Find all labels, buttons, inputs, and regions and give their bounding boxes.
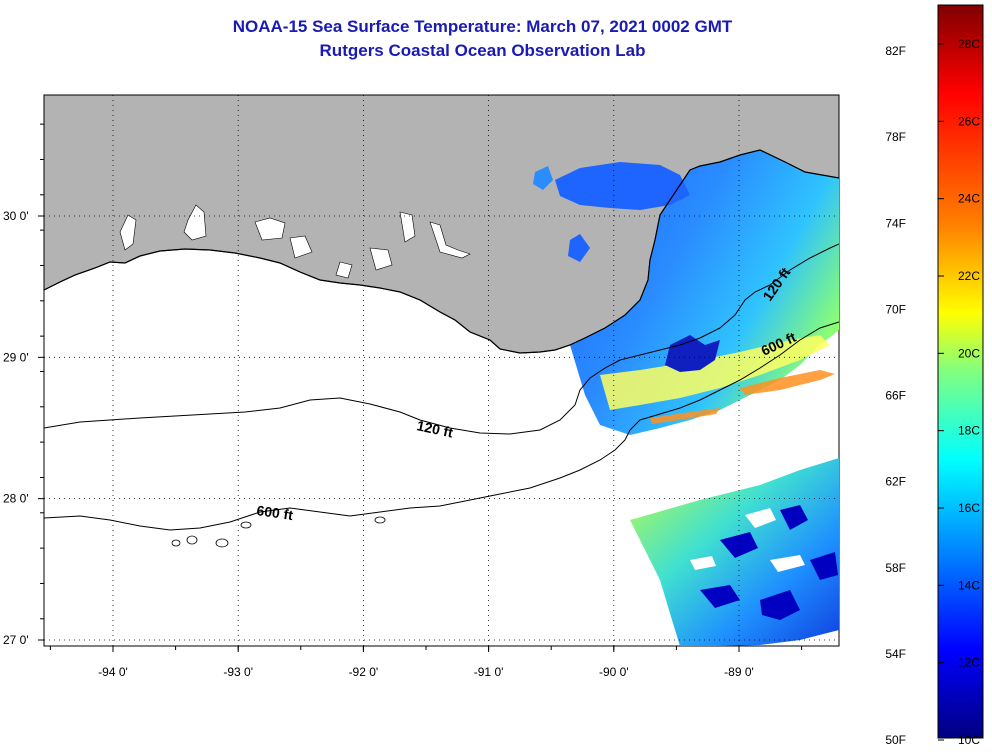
colorbar-f-label: 62F [885, 475, 906, 489]
lat-tick-label: 30 0' [3, 209, 29, 223]
colorbar-f-label: 50F [885, 733, 906, 747]
colorbar-c-label: 28C [958, 37, 980, 51]
colorbar [937, 4, 984, 739]
contour-label-120ft-west: 120 ft [415, 417, 454, 440]
lon-tick-label: -91 0' [474, 665, 504, 679]
colorbar-c-label: 20C [958, 346, 980, 360]
lat-tick-label: 28 0' [3, 492, 29, 506]
colorbar-f-label: 78F [885, 130, 906, 144]
sst-streaks-orange [650, 370, 835, 424]
lon-tick-label: -94 0' [98, 665, 128, 679]
colorbar-c-label: 16C [958, 501, 980, 515]
colorbar-c-label: 24C [958, 192, 980, 206]
coastline [44, 149, 839, 354]
map-subtitle: Rutgers Coastal Ocean Observation Lab [319, 41, 646, 60]
colorbar-c-label: 12C [958, 656, 980, 670]
lon-tick-label: -89 0' [724, 665, 754, 679]
seafloor-features [171, 516, 386, 548]
colorbar-f-label: 74F [885, 216, 906, 230]
isobath-600ft [44, 321, 839, 531]
colorbar-c-label: 18C [958, 424, 980, 438]
colorbar-c-label: 22C [958, 269, 980, 283]
sst-warm-band [600, 335, 830, 410]
colorbar-fahrenheit-labels: 82F 78F 74F 70F 66F 62F 58F 54F 50F [885, 44, 906, 747]
lat-tick-label: 29 0' [3, 350, 29, 364]
inland-lakes [119, 204, 471, 279]
lon-tick-label: -90 0' [599, 665, 629, 679]
colorbar-c-label: 10C [958, 733, 980, 747]
sst-patch-small [533, 166, 553, 190]
lat-tick-label: 27 0' [3, 633, 29, 647]
colorbar-celsius-labels: 28C 26C 24C 22C 20C 18C 16C 14C 12C 10C [938, 37, 980, 747]
colorbar-c-label: 26C [958, 114, 980, 128]
map-axes: -94 0' -93 0' -92 0' -91 0' -90 0' -89 0' 30 0… [3, 123, 803, 679]
colorbar-f-label: 54F [885, 647, 906, 661]
colorbar-f-label: 66F [885, 389, 906, 403]
colorbar-f-label: 82F [885, 44, 906, 58]
contour-label-600ft-west: 600 ft [256, 502, 295, 523]
isobath-120ft [44, 243, 839, 435]
lon-tick-label: -93 0' [223, 665, 253, 679]
colorbar-c-label: 14C [958, 578, 980, 592]
map-title: NOAA-15 Sea Surface Temperature: March 0… [232, 17, 733, 36]
sst-cloud-gaps [690, 508, 805, 572]
sst-cold-patches [700, 505, 838, 620]
sst-cold-river-plume [665, 335, 720, 372]
colorbar-f-label: 58F [885, 561, 906, 575]
grid-lines [44, 95, 839, 646]
sst-patch-bay [568, 234, 590, 262]
sst-patch-northwest [555, 162, 690, 210]
lon-tick-label: -92 0' [349, 665, 379, 679]
colorbar-f-label: 70F [885, 302, 906, 316]
